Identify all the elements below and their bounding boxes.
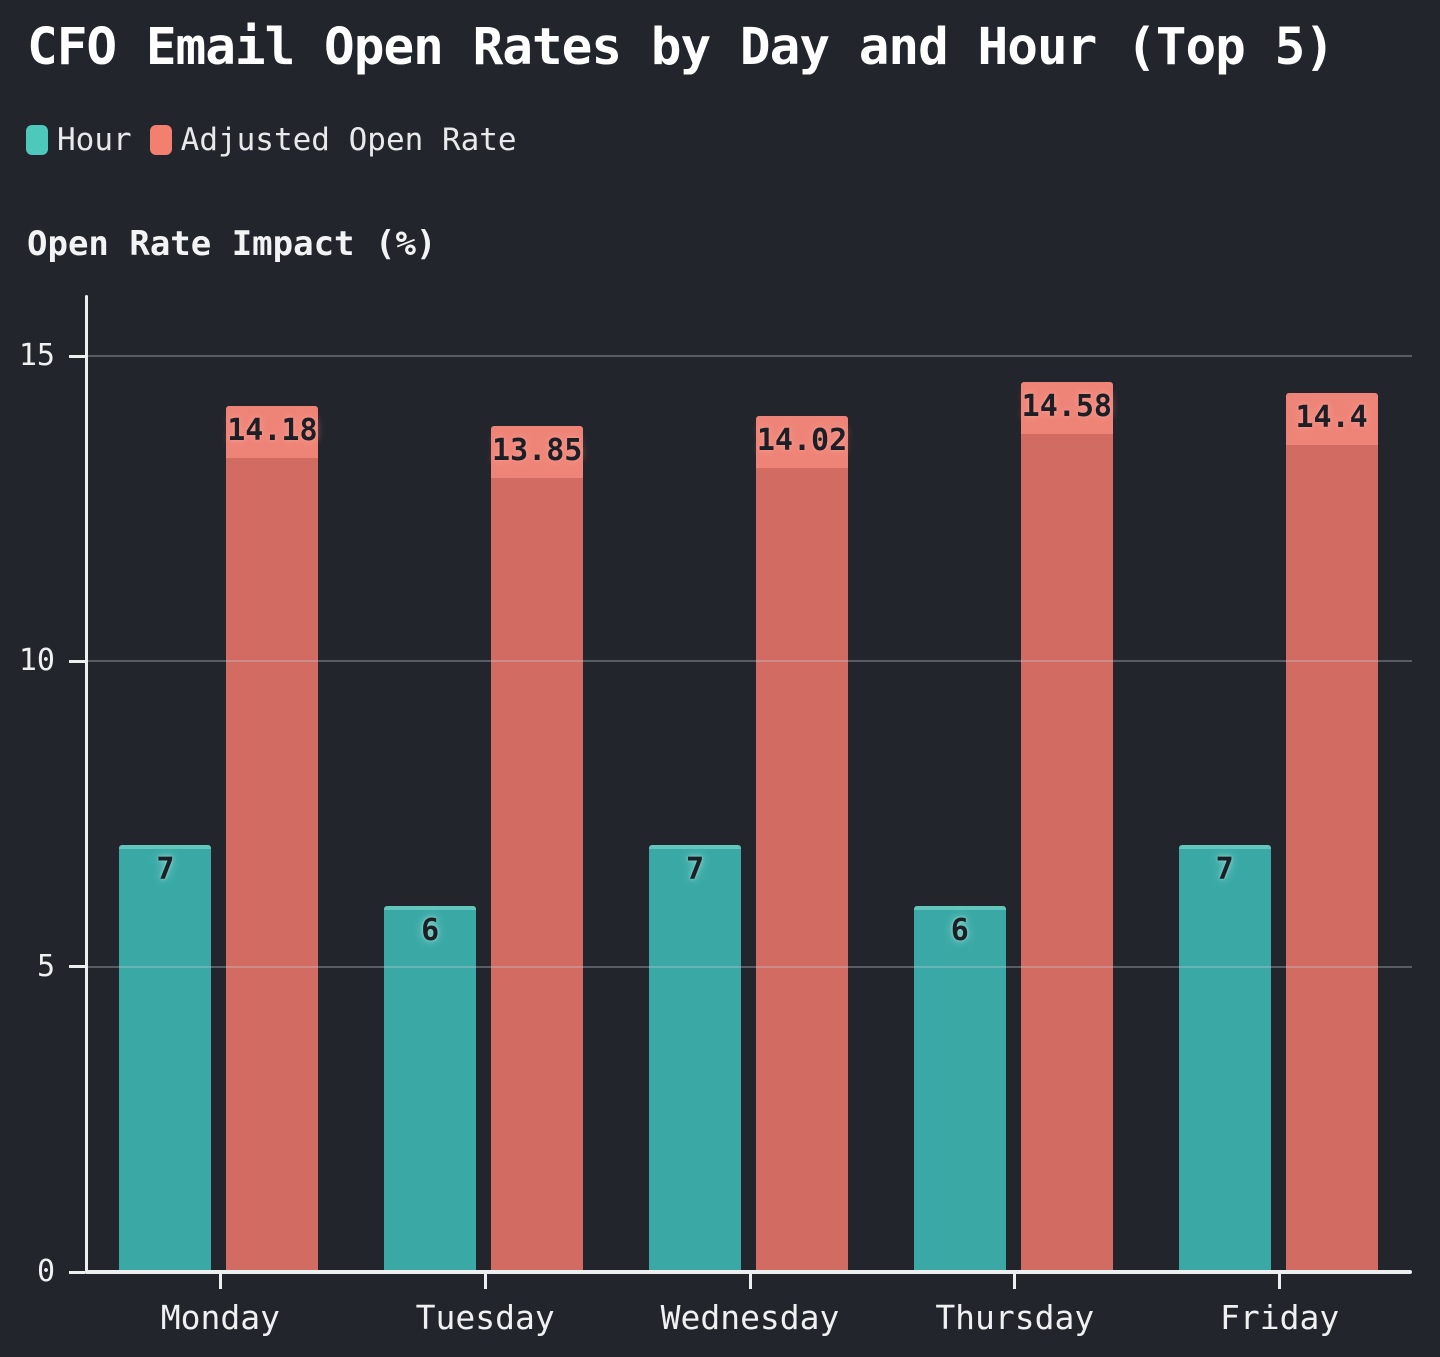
y-axis-tick-10 (69, 659, 85, 663)
bar-adjusted-open-rate-wednesday[interactable]: 14.02 (756, 415, 848, 1272)
plot-area: 0 5 10 15 7 14.18 Monday 6 13.85 Tuesday 7 14.02 Wed… (19, 295, 1412, 1337)
bar-value-label: 13.85 (492, 433, 583, 469)
x-axis-tick-thursday (1013, 1274, 1017, 1289)
legend-swatch-adjusted-open-rate (149, 125, 172, 155)
bar-hour-wednesday[interactable]: 7 (649, 844, 741, 1272)
y-axis-title: Open Rate Impact (%) (27, 224, 437, 264)
y-tick-label-10: 10 (18, 643, 55, 679)
bar-adjusted-open-rate-thursday[interactable]: 14.58 (1020, 381, 1113, 1272)
legend-item-adjusted-open-rate[interactable]: Adjusted Open Rate (149, 122, 517, 158)
y-tick-label-0: 0 (36, 1254, 55, 1289)
bar-hour-tuesday[interactable]: 6 (384, 905, 477, 1272)
bar-adjusted-open-rate-monday[interactable]: 14.18 (226, 406, 319, 1272)
bar-value-label: 14.18 (227, 413, 318, 449)
y-axis-line (85, 295, 88, 1274)
gridline-5 (88, 965, 1412, 968)
legend-label-hour: Hour (57, 122, 132, 158)
y-tick-label-5: 5 (36, 948, 55, 984)
y-axis-tick-0 (69, 1270, 85, 1274)
legend: Hour Adjusted Open Rate (26, 122, 517, 158)
bar-adjusted-open-rate-tuesday[interactable]: 13.85 (491, 426, 584, 1272)
legend-swatch-hour (26, 125, 48, 155)
bar-adjusted-open-rate-friday[interactable]: 14.4 (1285, 392, 1378, 1272)
y-axis-tick-15 (69, 354, 85, 358)
bar-value-label: 14.02 (756, 422, 848, 458)
x-axis-tick-friday (1278, 1274, 1282, 1289)
bar-value-label: 7 (685, 851, 705, 887)
bar-value-label: 7 (1215, 851, 1234, 887)
x-category-label-tuesday: Tuesday (415, 1298, 555, 1337)
y-axis-tick-5 (69, 965, 85, 969)
x-axis-tick-wednesday (748, 1274, 752, 1289)
x-category-label-thursday: Thursday (935, 1298, 1095, 1337)
bar-hour-thursday[interactable]: 6 (913, 905, 1006, 1272)
legend-item-hour[interactable]: Hour (26, 122, 132, 158)
bar-hour-monday[interactable]: 7 (119, 844, 212, 1272)
bar-value-label: 14.58 (1021, 388, 1112, 424)
y-tick-label-15: 15 (18, 338, 55, 374)
x-category-label-friday: Friday (1219, 1298, 1340, 1337)
gridline-15 (88, 355, 1412, 358)
bar-hour-friday[interactable]: 7 (1178, 844, 1271, 1272)
bar-value-label: 6 (421, 912, 440, 948)
bar-value-label: 6 (950, 912, 969, 948)
x-axis-tick-monday (218, 1274, 222, 1289)
x-category-label-monday: Monday (160, 1298, 280, 1337)
x-category-label-wednesday: Wednesday (660, 1298, 840, 1337)
x-axis-line (85, 1270, 1412, 1274)
x-axis-tick-tuesday (483, 1274, 487, 1289)
chart-title: CFO Email Open Rates by Day and Hour (To… (27, 18, 1335, 77)
legend-label-adjusted-open-rate: Adjusted Open Rate (180, 122, 517, 158)
bar-value-label: 7 (156, 851, 175, 887)
bar-value-label: 14.4 (1295, 399, 1368, 435)
gridline-10 (88, 660, 1412, 663)
